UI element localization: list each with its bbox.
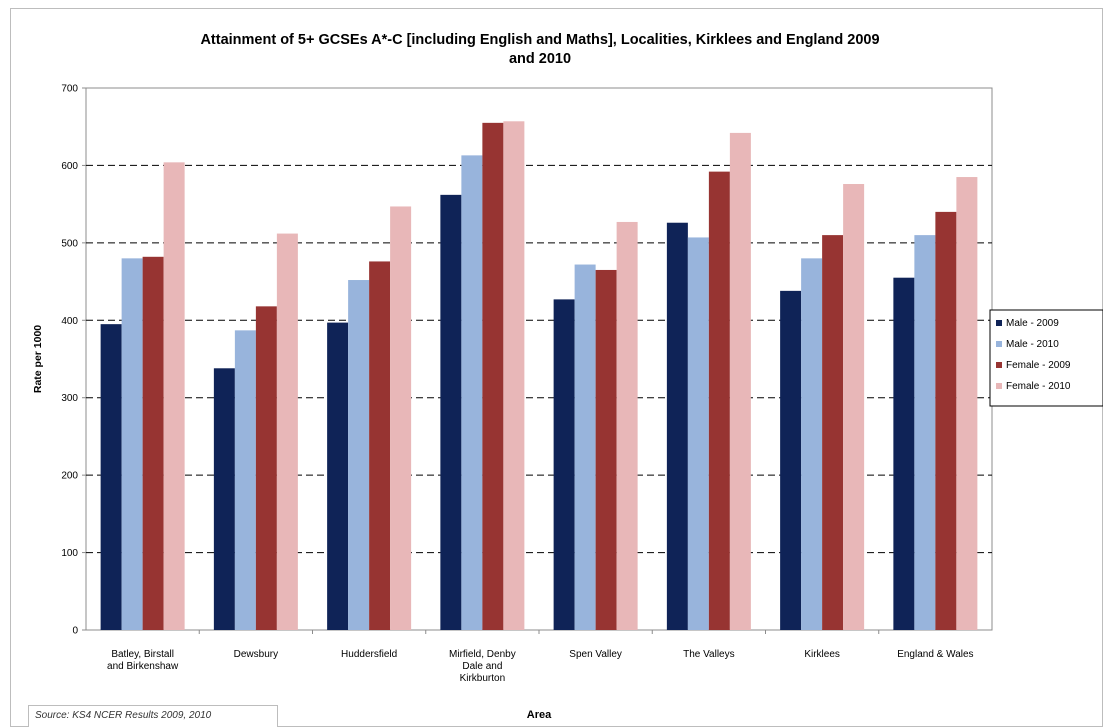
x-tick-label: The Valleys	[683, 649, 735, 660]
bar	[440, 194, 462, 630]
x-tick-label: Kirklees	[804, 649, 840, 660]
legend-entry: Female - 2010	[1006, 381, 1071, 392]
bar	[780, 290, 802, 630]
bar	[616, 221, 638, 631]
x-tick-label: Mirfield, Denby Dale and Kirkburton	[449, 649, 516, 684]
bar	[914, 235, 936, 630]
bar	[482, 122, 504, 630]
bar	[574, 264, 596, 630]
y-tick-label: 100	[61, 548, 78, 559]
bar	[390, 206, 412, 631]
bar	[893, 277, 915, 630]
legend-box	[989, 309, 1103, 407]
y-axis-label: Rate per 1000	[32, 325, 44, 393]
bar	[461, 155, 483, 630]
legend-entry: Female - 2009	[1006, 360, 1071, 371]
x-axis-label: Area	[527, 709, 552, 721]
legend-swatch	[996, 362, 1002, 368]
bar	[843, 184, 865, 631]
x-tick-label: England & Wales	[897, 649, 973, 660]
bar	[255, 306, 277, 630]
y-tick-label: 700	[61, 84, 78, 95]
bar	[369, 261, 391, 630]
bar	[142, 256, 164, 630]
legend-swatch	[996, 383, 1002, 389]
y-tick-label: 0	[72, 626, 78, 637]
bar	[276, 233, 298, 630]
y-tick-label: 300	[61, 393, 78, 404]
bar	[729, 132, 751, 630]
bar	[327, 322, 349, 630]
bar	[100, 324, 122, 630]
bar	[213, 368, 235, 630]
bar	[234, 330, 256, 630]
bars	[100, 121, 978, 631]
x-tick-label: Huddersfield	[341, 649, 397, 660]
bar	[956, 177, 978, 631]
legend-swatch	[996, 341, 1002, 347]
legend: Male - 2009 Male - 2010 Female - 2009 Femal…	[989, 309, 1103, 407]
bar	[801, 258, 823, 630]
bar	[708, 171, 730, 630]
source-note: Source: KS4 NCER Results 2009, 2010	[28, 705, 278, 727]
bar	[348, 280, 370, 630]
x-tick-label: Batley, Birstall and Birkenshaw	[107, 649, 179, 672]
legend-entry: Male - 2010	[1006, 339, 1059, 350]
y-axis-ticks: 0 100 200 300 400 500 600 700	[61, 84, 86, 637]
chart-title-line-1: Attainment of 5+ GCSEs A*-C [including E…	[200, 32, 879, 48]
y-tick-label: 600	[61, 161, 78, 172]
x-axis-tick-labels: Batley, Birstall and Birkenshaw Dewsbury Hu…	[107, 630, 974, 684]
legend-swatch	[996, 320, 1002, 326]
bar	[121, 258, 143, 630]
bar	[666, 222, 688, 630]
bar	[163, 162, 185, 630]
bar	[935, 211, 957, 630]
bar	[687, 237, 709, 631]
chart-title-line-2: and 2010	[509, 51, 571, 67]
y-tick-label: 400	[61, 316, 78, 327]
y-tick-label: 500	[61, 238, 78, 249]
bar	[822, 235, 844, 630]
x-tick-label: Spen Valley	[569, 649, 622, 660]
x-tick-label: Dewsbury	[234, 649, 278, 660]
bar	[503, 121, 525, 631]
bar	[553, 299, 575, 630]
bar	[595, 269, 617, 630]
y-tick-label: 200	[61, 471, 78, 482]
legend-entry: Male - 2009	[1006, 318, 1059, 329]
